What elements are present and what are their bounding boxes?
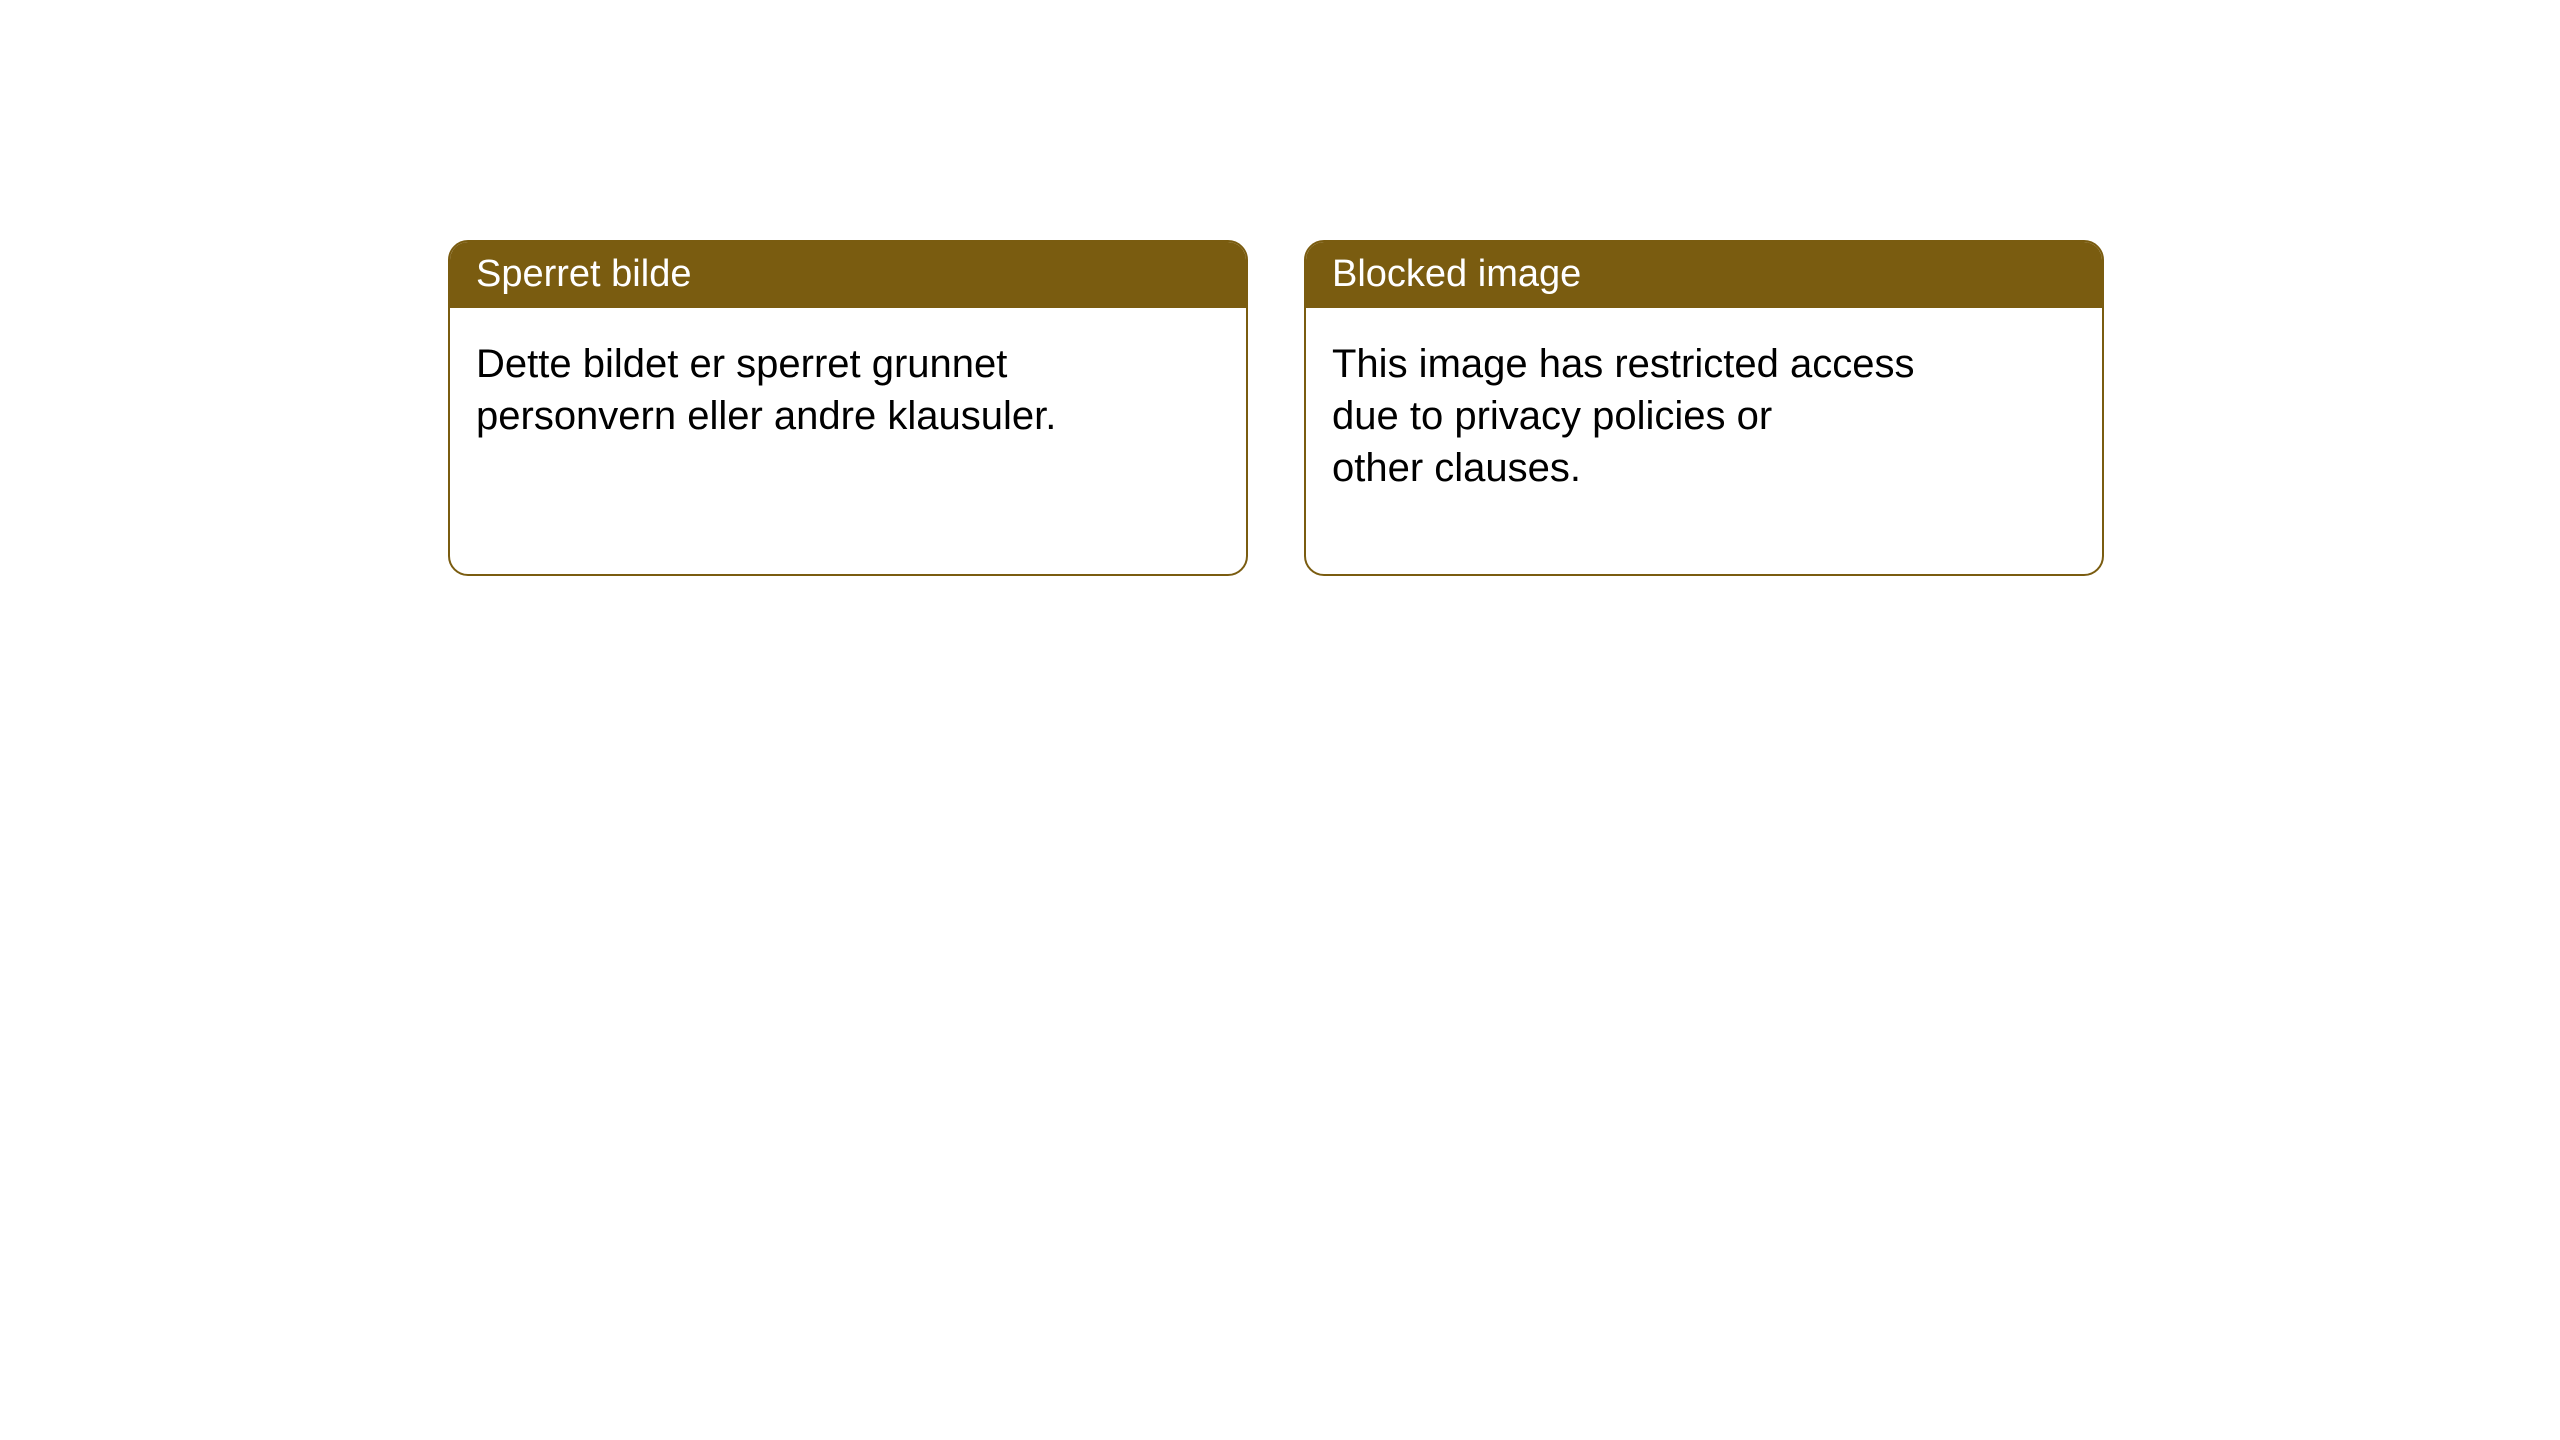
card-body: This image has restricted access due to …	[1306, 308, 2102, 524]
card-body: Dette bildet er sperret grunnet personve…	[450, 308, 1246, 472]
card-header: Sperret bilde	[450, 242, 1246, 308]
notice-card-norwegian: Sperret bilde Dette bildet er sperret gr…	[448, 240, 1248, 576]
card-header: Blocked image	[1306, 242, 2102, 308]
notice-cards-container: Sperret bilde Dette bildet er sperret gr…	[0, 0, 2560, 576]
notice-card-english: Blocked image This image has restricted …	[1304, 240, 2104, 576]
